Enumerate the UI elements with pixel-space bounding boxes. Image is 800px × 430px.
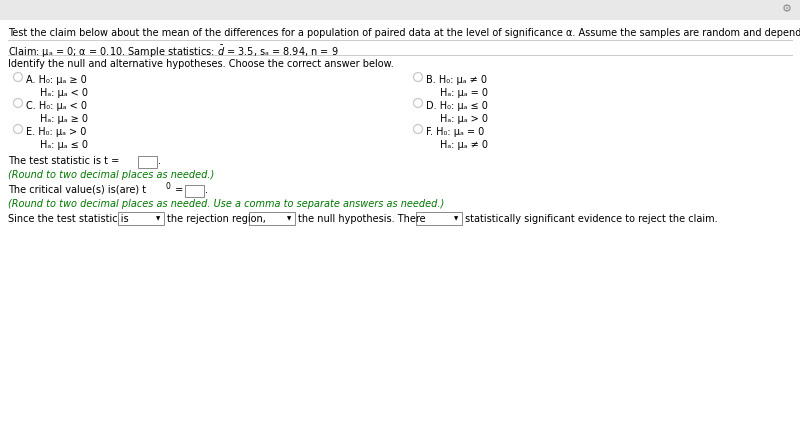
Text: .: . bbox=[158, 156, 161, 166]
Text: ⚙: ⚙ bbox=[782, 4, 792, 14]
Text: ▼: ▼ bbox=[286, 215, 291, 221]
Text: The test statistic is t =: The test statistic is t = bbox=[8, 156, 119, 166]
Text: E. H₀: μₐ > 0: E. H₀: μₐ > 0 bbox=[26, 127, 86, 137]
Text: D. H₀: μₐ ≤ 0: D. H₀: μₐ ≤ 0 bbox=[426, 101, 488, 111]
Text: Hₐ: μₐ = 0: Hₐ: μₐ = 0 bbox=[440, 88, 488, 98]
Text: F. H₀: μₐ = 0: F. H₀: μₐ = 0 bbox=[426, 127, 484, 137]
Text: ▼: ▼ bbox=[454, 215, 458, 221]
Text: 0: 0 bbox=[166, 181, 171, 190]
Text: (Round to two decimal places as needed.): (Round to two decimal places as needed.) bbox=[8, 169, 214, 180]
Text: Identify the null and alternative hypotheses. Choose the correct answer below.: Identify the null and alternative hypoth… bbox=[8, 59, 394, 69]
Text: the rejection region,: the rejection region, bbox=[167, 214, 266, 224]
FancyBboxPatch shape bbox=[185, 185, 203, 197]
Text: the null hypothesis. There: the null hypothesis. There bbox=[298, 214, 426, 224]
Text: C. H₀: μₐ < 0: C. H₀: μₐ < 0 bbox=[26, 101, 87, 111]
FancyBboxPatch shape bbox=[0, 0, 800, 21]
FancyBboxPatch shape bbox=[138, 156, 157, 168]
Text: The critical value(s) is(are) t: The critical value(s) is(are) t bbox=[8, 184, 146, 194]
Text: Hₐ: μₐ > 0: Hₐ: μₐ > 0 bbox=[440, 114, 488, 124]
Text: Hₐ: μₐ ≥ 0: Hₐ: μₐ ≥ 0 bbox=[40, 114, 88, 124]
Text: Hₐ: μₐ ≠ 0: Hₐ: μₐ ≠ 0 bbox=[440, 140, 488, 150]
Text: Hₐ: μₐ < 0: Hₐ: μₐ < 0 bbox=[40, 88, 88, 98]
Text: Hₐ: μₐ ≤ 0: Hₐ: μₐ ≤ 0 bbox=[40, 140, 88, 150]
Text: Test the claim below about the mean of the differences for a population of paire: Test the claim below about the mean of t… bbox=[8, 28, 800, 38]
Text: (Round to two decimal places as needed. Use a comma to separate answers as neede: (Round to two decimal places as needed. … bbox=[8, 199, 444, 209]
FancyBboxPatch shape bbox=[249, 212, 294, 225]
Text: =: = bbox=[172, 184, 183, 194]
FancyBboxPatch shape bbox=[118, 212, 163, 225]
Text: Since the test statistic is: Since the test statistic is bbox=[8, 214, 129, 224]
Text: statistically significant evidence to reject the claim.: statistically significant evidence to re… bbox=[465, 214, 718, 224]
Text: ▼: ▼ bbox=[156, 215, 160, 221]
Text: Claim: μₐ = 0; α = 0.10. Sample statistics: $\bar{d}$ = 3.5, sₐ = 8.94, n = 9: Claim: μₐ = 0; α = 0.10. Sample statisti… bbox=[8, 44, 338, 60]
Text: A. H₀: μₐ ≥ 0: A. H₀: μₐ ≥ 0 bbox=[26, 75, 86, 85]
Text: .: . bbox=[205, 184, 208, 194]
Text: B. H₀: μₐ ≠ 0: B. H₀: μₐ ≠ 0 bbox=[426, 75, 487, 85]
FancyBboxPatch shape bbox=[415, 212, 462, 225]
